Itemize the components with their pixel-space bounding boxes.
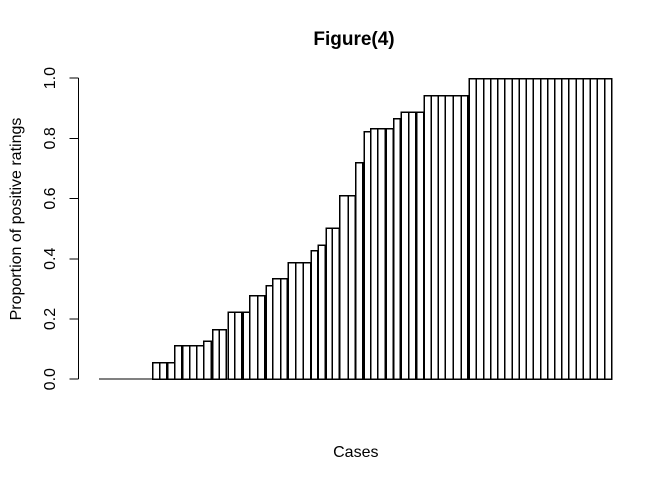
svg-text:0.8: 0.8 [42,127,59,149]
svg-text:0.0: 0.0 [42,368,59,390]
svg-text:Figure(4): Figure(4) [313,29,394,50]
svg-text:0.4: 0.4 [42,248,59,270]
svg-text:Cases: Cases [333,444,378,461]
svg-text:Proportion of positive ratings: Proportion of positive ratings [8,118,25,321]
svg-text:0.2: 0.2 [42,308,59,330]
svg-text:0.6: 0.6 [42,187,59,209]
svg-text:1.0: 1.0 [42,67,59,89]
